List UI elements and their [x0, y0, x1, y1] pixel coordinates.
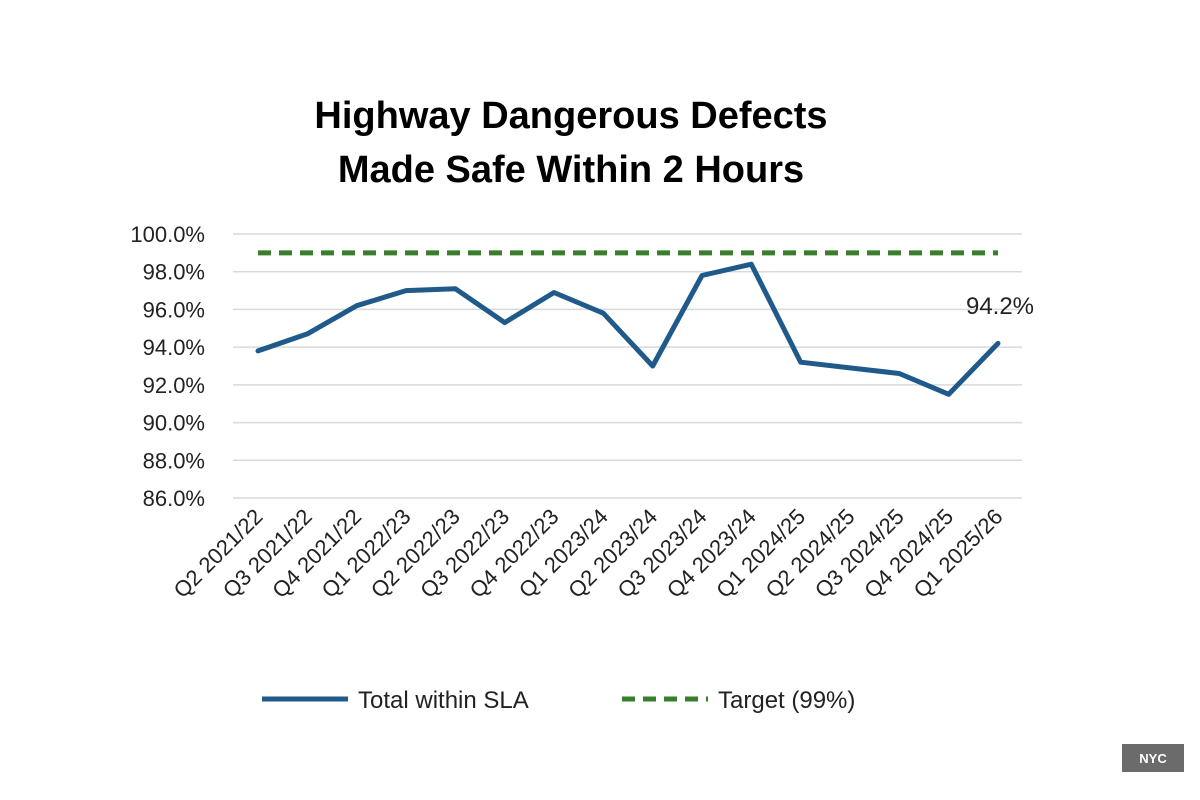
data-point-total-within-sla	[552, 290, 556, 294]
legend-label-total-within-sla: Total within SLA	[358, 687, 529, 714]
data-point-target-99	[947, 251, 951, 255]
gridlines	[233, 233, 1022, 499]
data-point-target-99	[404, 251, 408, 255]
data-point-target-99	[700, 251, 704, 255]
annotations: 94.2%	[966, 293, 1034, 320]
data-point-total-within-sla	[700, 273, 704, 277]
data-point-total-within-sla	[799, 360, 803, 364]
data-point-target-99	[305, 251, 309, 255]
data-point-target-99	[256, 251, 260, 255]
data-point-target-99	[897, 251, 901, 255]
data-point-total-within-sla	[256, 349, 260, 353]
y-tick-label: 96.0%	[143, 297, 205, 322]
data-point-target-99	[503, 251, 507, 255]
data-point-total-within-sla	[897, 372, 901, 376]
data-label: 94.2%	[966, 293, 1034, 320]
data-point-total-within-sla	[848, 366, 852, 370]
y-tick-label: 92.0%	[143, 373, 205, 398]
data-point-target-99	[453, 251, 457, 255]
legend-label-target: Target (99%)	[718, 687, 855, 714]
legend: Total within SLA Target (99%)	[262, 687, 855, 714]
data-point-target-99	[749, 251, 753, 255]
chart-title-line-1: Highway Dangerous Defects	[314, 95, 827, 137]
data-point-total-within-sla	[453, 287, 457, 291]
y-tick-label: 94.0%	[143, 335, 205, 360]
data-point-target-99	[552, 251, 556, 255]
data-point-target-99	[355, 251, 359, 255]
y-tick-label: 90.0%	[143, 411, 205, 436]
y-tick-label: 88.0%	[143, 448, 205, 473]
data-point-total-within-sla	[996, 341, 1000, 345]
data-point-total-within-sla	[503, 321, 507, 325]
series-line-total-within-sla	[255, 261, 1001, 397]
series-lines	[255, 250, 1001, 397]
data-point-target-99	[848, 251, 852, 255]
data-point-total-within-sla	[305, 332, 309, 336]
data-point-total-within-sla	[947, 392, 951, 396]
data-point-total-within-sla	[355, 304, 359, 308]
data-point-target-99	[601, 251, 605, 255]
data-point-total-within-sla	[651, 364, 655, 368]
data-point-total-within-sla	[749, 262, 753, 266]
data-point-total-within-sla	[601, 311, 605, 315]
data-point-target-99	[799, 251, 803, 255]
y-axis-tick-labels: 100.0% 98.0% 96.0% 94.0% 92.0% 90.0% 88.0% 86.0…	[130, 222, 205, 511]
y-tick-label: 100.0%	[130, 222, 205, 247]
data-point-target-99	[996, 251, 1000, 255]
y-tick-label: 86.0%	[143, 486, 205, 511]
watermark-badge: NYC	[1122, 744, 1184, 772]
chart-title-line-2: Made Safe Within 2 Hours	[338, 149, 804, 191]
data-point-target-99	[651, 251, 655, 255]
y-tick-label: 98.0%	[143, 260, 205, 285]
data-point-total-within-sla	[404, 289, 408, 293]
